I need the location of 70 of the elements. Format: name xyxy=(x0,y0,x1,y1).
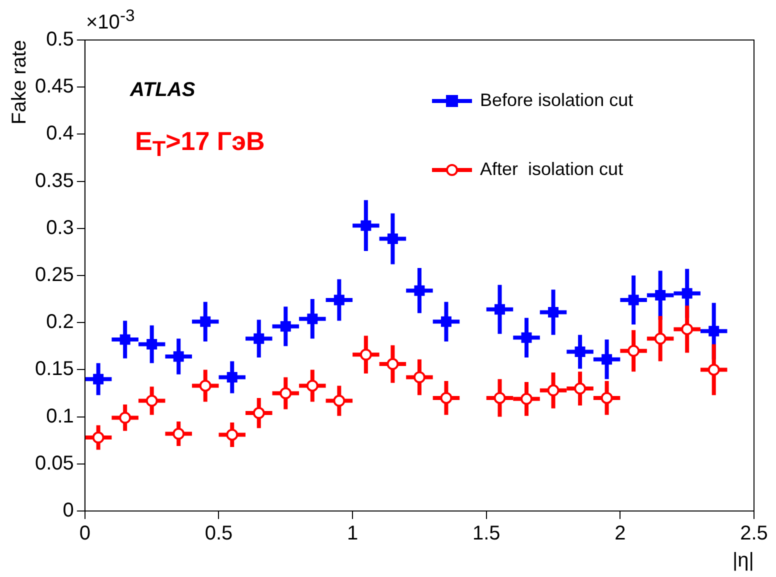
legend-label: Before isolation cut xyxy=(480,90,634,111)
point xyxy=(172,428,185,440)
y-tick-label: 0.35 xyxy=(34,170,74,192)
x-tick-label: 2 xyxy=(614,522,626,545)
point xyxy=(494,304,505,315)
x-tick-label: 2.5 xyxy=(740,522,768,545)
point xyxy=(306,380,318,392)
point xyxy=(628,344,640,357)
point xyxy=(360,220,372,231)
point xyxy=(254,333,264,344)
y-tick-label: 0.25 xyxy=(34,264,74,286)
point xyxy=(200,316,211,327)
point xyxy=(146,394,158,407)
y-tick-label: 0.4 xyxy=(46,122,74,145)
point xyxy=(387,234,398,244)
point xyxy=(547,384,560,396)
y-tick-label: 0.45 xyxy=(34,76,74,98)
point xyxy=(173,351,184,362)
y-tick-label: 0 xyxy=(62,500,74,522)
point xyxy=(199,380,212,392)
point xyxy=(120,334,130,345)
y-tick-label: 0.2 xyxy=(46,311,74,334)
point xyxy=(252,407,265,420)
x-axis-title: |η| xyxy=(732,550,754,572)
legend-label: After isolation cut xyxy=(480,159,624,180)
y-tick-label: 0.05 xyxy=(34,452,74,474)
point xyxy=(307,314,318,324)
y-tick-label: 0.3 xyxy=(46,216,74,239)
point xyxy=(521,332,532,343)
point xyxy=(654,332,666,345)
point xyxy=(414,285,425,296)
point xyxy=(682,288,692,299)
x-tick-label: 0 xyxy=(79,522,90,545)
point xyxy=(708,326,720,336)
point xyxy=(600,392,613,404)
point xyxy=(386,358,399,370)
point xyxy=(574,382,586,395)
point xyxy=(92,432,104,444)
y-tick-label: 0.5 xyxy=(46,28,74,51)
point xyxy=(93,374,104,384)
x-tick-label: 1.5 xyxy=(472,522,500,545)
y-tick-label: 0.1 xyxy=(46,405,74,428)
point xyxy=(119,412,132,424)
x-tick-label: 0.5 xyxy=(204,522,233,545)
point xyxy=(333,394,346,407)
point xyxy=(602,354,612,365)
point xyxy=(628,294,639,306)
y-axis-title: Fake rate xyxy=(8,40,31,124)
annotation: E$_{T}$>17 ГэВ xyxy=(135,126,265,162)
point xyxy=(360,348,372,361)
point xyxy=(334,294,344,306)
point xyxy=(146,339,158,350)
point xyxy=(655,290,666,301)
point xyxy=(681,323,694,336)
point xyxy=(440,316,452,327)
point xyxy=(280,321,291,332)
point xyxy=(280,387,292,400)
point xyxy=(520,392,533,405)
point xyxy=(226,372,238,382)
text: ×10$^{-3}$ xyxy=(86,6,135,34)
point xyxy=(708,364,720,376)
x-tick-label: 1 xyxy=(346,522,358,545)
y-tick-label: 0.15 xyxy=(34,358,74,380)
point xyxy=(548,306,559,318)
point xyxy=(494,392,506,404)
point xyxy=(413,371,426,384)
point xyxy=(574,346,586,358)
point xyxy=(440,392,452,404)
point xyxy=(226,428,238,441)
annotation: ATLAS xyxy=(130,79,196,101)
